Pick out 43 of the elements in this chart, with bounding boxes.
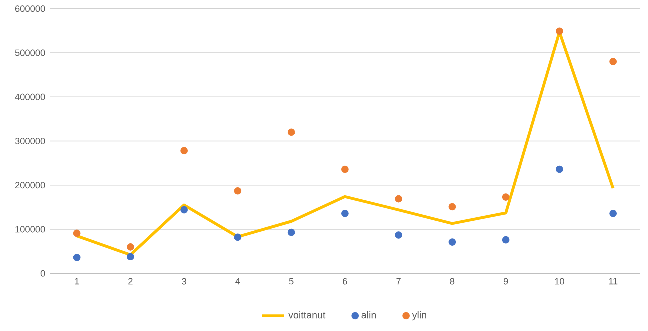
x-tick-label: 7: [396, 278, 401, 284]
x-tick-label: 6: [343, 278, 348, 285]
x-tick-label: 4: [236, 278, 240, 284]
point: [73, 230, 81, 237]
point: [395, 195, 402, 203]
point: [234, 234, 242, 241]
point: [448, 238, 456, 246]
point: [556, 166, 564, 174]
point: [448, 203, 456, 211]
legend-label: alin: [362, 311, 376, 319]
point: [234, 187, 242, 195]
x-tick-label: 5: [289, 278, 294, 285]
y-tick-label: 400000: [15, 94, 46, 100]
point: [610, 58, 617, 66]
point: [502, 193, 510, 201]
legend-label: voittanut: [288, 311, 326, 319]
point: [395, 231, 402, 239]
y-tick-label: 300000: [15, 138, 46, 144]
x-tick-label: 2: [128, 278, 133, 285]
legend-label: ylin: [412, 311, 426, 320]
point: [502, 236, 510, 244]
x-tick-label: 10: [555, 278, 564, 285]
point: [288, 128, 296, 136]
x-tick-label: 8: [450, 278, 455, 285]
y-tick-label: 0: [40, 270, 46, 277]
point: [610, 210, 617, 218]
point: [127, 253, 134, 260]
x-tick-label: 3: [182, 278, 186, 285]
x-tick-label: 9: [504, 278, 508, 285]
y-tick-label: 100000: [16, 226, 46, 233]
point: [556, 28, 564, 35]
point: [180, 206, 188, 214]
point: [288, 228, 296, 236]
x-tick-label: 11: [609, 278, 618, 284]
point: [180, 147, 188, 154]
y-tick-label: 500000: [15, 50, 46, 56]
point: [342, 210, 349, 218]
point: [342, 166, 349, 174]
point: [73, 254, 81, 262]
y-tick-label: 200000: [15, 182, 46, 188]
x-tick-label: 1: [75, 278, 80, 284]
point: [127, 243, 134, 251]
y-tick-label: 600000: [15, 5, 46, 12]
